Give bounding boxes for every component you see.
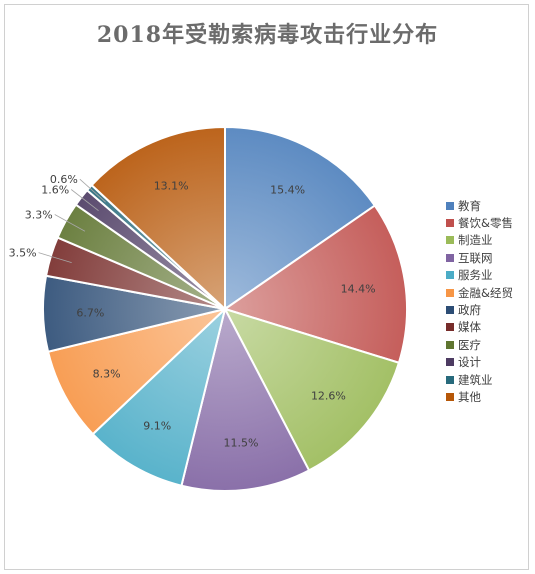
pie-slice-4 <box>180 306 311 492</box>
legend-swatch <box>446 375 454 384</box>
data-label-1: 15.4% <box>270 184 305 197</box>
legend-label: 建筑业 <box>458 372 493 387</box>
data-label-11: 0.6% <box>50 173 78 186</box>
pie-slice-2 <box>222 204 409 364</box>
legend-item-10: 设计 <box>446 354 524 371</box>
legend-label: 其他 <box>458 389 481 404</box>
data-label-10: 1.6% <box>41 184 69 197</box>
leader-line-11 <box>79 178 106 203</box>
legend-item-4: 互联网 <box>446 249 524 266</box>
legend-item-1: 教育 <box>446 197 524 214</box>
data-label-8: 3.5% <box>9 247 37 260</box>
legend-swatch <box>446 271 454 280</box>
legend-swatch <box>446 236 454 245</box>
legend-swatch <box>446 253 454 262</box>
legend-label: 制造业 <box>458 233 493 248</box>
legend-label: 媒体 <box>458 320 481 335</box>
legend-label: 设计 <box>458 355 481 370</box>
legend-item-11: 建筑业 <box>446 371 524 388</box>
legend-swatch <box>446 392 454 401</box>
chart-legend: 教育餐饮&零售制造业互联网服务业金融&经贸政府媒体医疗设计建筑业其他 <box>446 197 524 406</box>
legend-label: 互联网 <box>458 250 493 265</box>
pie-slice-12 <box>90 125 226 312</box>
legend-label: 服务业 <box>458 268 493 283</box>
legend-label: 金融&经贸 <box>458 285 513 300</box>
legend-swatch <box>446 288 454 297</box>
legend-swatch <box>446 323 454 332</box>
leader-line-8 <box>38 252 72 264</box>
pie-slice-1 <box>224 125 377 311</box>
legend-label: 医疗 <box>458 337 481 352</box>
data-label-2: 14.4% <box>341 283 376 296</box>
legend-item-2: 餐饮&零售 <box>446 214 524 231</box>
legend-label: 教育 <box>458 198 481 213</box>
legend-swatch <box>446 340 454 349</box>
data-label-9: 3.3% <box>25 208 53 221</box>
chart-title: 2018年受勒索病毒攻击行业分布 <box>96 22 439 48</box>
legend-item-9: 医疗 <box>446 336 524 353</box>
leader-line-10 <box>70 189 99 212</box>
pie-slice-6 <box>46 307 229 436</box>
legend-swatch <box>446 219 454 228</box>
legend-swatch <box>446 201 454 210</box>
data-label-5: 9.1% <box>143 419 171 432</box>
data-label-4: 11.5% <box>224 437 259 450</box>
legend-label: 餐饮&零售 <box>458 216 513 231</box>
legend-label: 政府 <box>458 303 481 318</box>
legend-item-5: 服务业 <box>446 267 524 284</box>
data-label-6: 8.3% <box>93 367 121 380</box>
legend-swatch <box>446 306 454 315</box>
legend-item-3: 制造业 <box>446 232 524 249</box>
pie-slice-5 <box>91 305 227 487</box>
pie-slice-3 <box>223 307 401 472</box>
data-label-3: 12.6% <box>311 389 346 402</box>
legend-item-7: 政府 <box>446 301 524 318</box>
legend-item-12: 其他 <box>446 388 524 405</box>
legend-item-8: 媒体 <box>446 319 524 336</box>
legend-swatch <box>446 358 454 367</box>
leader-line-9 <box>54 214 86 232</box>
data-label-7: 6.7% <box>76 307 104 320</box>
legend-item-6: 金融&经贸 <box>446 284 524 301</box>
data-label-12: 13.1% <box>154 180 189 193</box>
